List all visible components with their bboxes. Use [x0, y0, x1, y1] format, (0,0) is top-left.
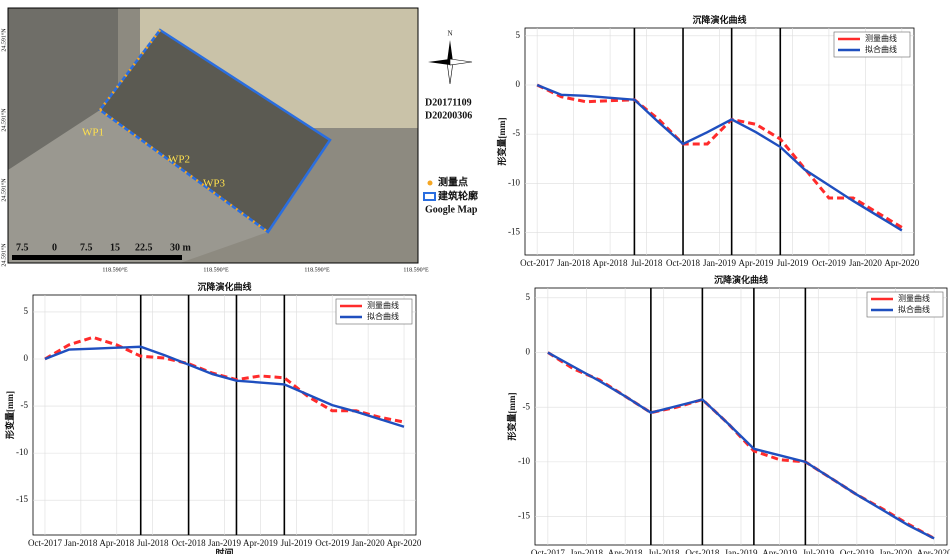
point-label: WP2	[168, 154, 190, 166]
scale-label: 22.5	[135, 242, 153, 253]
x-tick-label: Oct-2019	[840, 548, 874, 554]
x-tick-label: Jul-2019	[803, 548, 835, 554]
y-tick-label: -15	[16, 494, 28, 504]
lat-label: 24.591°N	[0, 108, 7, 132]
legend-label: 测量曲线	[367, 300, 399, 310]
x-axis-label: 时间	[215, 547, 233, 554]
lon-label: 118.590°E	[403, 266, 429, 273]
y-tick-label: -10	[16, 447, 28, 457]
legend-label: 拟合曲线	[367, 311, 399, 321]
x-tick-label: Oct-2018	[685, 548, 719, 554]
y-tick-label: -10	[518, 456, 530, 466]
y-tick-label: 0	[516, 79, 521, 89]
y-tick-label: -15	[508, 226, 520, 236]
date-label: D20200306	[425, 110, 472, 121]
y-axis-label: 形变量[mm]	[4, 391, 15, 439]
x-tick-label: Oct-2019	[812, 258, 846, 268]
y-tick-label: 0	[24, 353, 29, 363]
chart: 沉降演化曲线 -15 -10 -5 0 5 Oct-2017Jan-2018Apr-2018…	[496, 14, 920, 268]
point-label: WP3	[203, 178, 226, 190]
x-tick-label: Apr-2018	[608, 548, 643, 554]
x-tick-label: Apr-2019	[243, 538, 278, 548]
x-tick-label: Jan-2018	[570, 548, 603, 554]
x-tick-label: Jan-2018	[557, 258, 590, 268]
x-tick-label: Apr-2020	[387, 538, 422, 548]
x-tick-label: Apr-2019	[739, 258, 774, 268]
y-axis-label: 形变量[mm]	[496, 118, 507, 166]
chart: 沉降演化曲线 -15 -10 -5 0 5 Oct-2017 Jan-2018 Apr-2018…	[506, 274, 950, 554]
legend-label: Google Map	[425, 204, 478, 215]
x-tick-label: Oct-2017	[531, 548, 565, 554]
legend-label: 拟合曲线	[865, 44, 897, 54]
legend-symbol	[424, 193, 435, 200]
date-label: D20171109	[425, 97, 472, 108]
legend-label: 建筑轮廓	[437, 189, 478, 202]
x-tick-label: Oct-2019	[315, 538, 349, 548]
x-tick-label: Apr-2019	[762, 548, 797, 554]
y-tick-label: 5	[24, 306, 29, 316]
x-tick-label: Oct-2017	[28, 538, 62, 548]
x-tick-label: Jan-2019	[725, 548, 758, 554]
x-tick-label: Oct-2017	[520, 258, 554, 268]
x-tick-label: Jul-2019	[777, 258, 809, 268]
x-tick-label: Jul-2018	[631, 258, 663, 268]
north-arrow	[450, 59, 472, 65]
x-tick-label: Jan-2020	[352, 538, 385, 548]
legend-label: 测量点	[438, 175, 468, 188]
y-tick-label: -5	[523, 401, 531, 411]
y-tick-label: 5	[516, 30, 521, 40]
chart-title: 沉降演化曲线	[692, 14, 746, 25]
lon-label: 118.590°E	[304, 266, 330, 273]
lat-label: 24.591°N	[0, 243, 7, 267]
x-tick-label: Jan-2019	[703, 258, 736, 268]
legend-label: 测量曲线	[865, 33, 897, 43]
x-tick-label: Jul-2019	[281, 538, 313, 548]
scale-label: 15	[110, 242, 120, 253]
x-tick-label: Apr-2020	[917, 548, 950, 554]
x-tick-label: Apr-2020	[884, 258, 919, 268]
x-tick-label: Jan-2020	[849, 258, 882, 268]
lon-label: 118.590°E	[102, 266, 128, 273]
lat-label: 24.591°N	[0, 178, 7, 202]
y-tick-label: -5	[513, 128, 521, 138]
point-label: WP1	[82, 127, 104, 139]
legend-label: 拟合曲线	[898, 304, 930, 314]
x-tick-label: Oct-2018	[666, 258, 700, 268]
scale-label: 30 m	[170, 242, 192, 253]
legend-label: 测量曲线	[898, 293, 930, 303]
scale-label: 0	[52, 242, 57, 253]
y-tick-label: -10	[508, 177, 520, 187]
y-tick-label: -5	[21, 400, 29, 410]
y-tick-label: 0	[526, 347, 531, 357]
x-tick-label: Jan-2020	[879, 548, 912, 554]
x-tick-label: Apr-2018	[99, 538, 134, 548]
x-tick-label: Apr-2018	[593, 258, 628, 268]
x-tick-label: Jul-2018	[137, 538, 169, 548]
y-tick-label: -15	[518, 511, 530, 521]
satellite-map: WP1 WP2 WP3 7.5 0 7.5 15 22.5 30 m 118.5…	[0, 8, 478, 273]
figure: WP1 WP2 WP3 7.5 0 7.5 15 22.5 30 m 118.5…	[0, 0, 950, 554]
x-tick-label: Jan-2018	[64, 538, 97, 548]
north-label: N	[447, 30, 452, 38]
chart-title: 沉降演化曲线	[197, 281, 251, 292]
lon-label: 118.590°E	[203, 266, 229, 273]
scale-label: 7.5	[80, 242, 93, 253]
scale-bar	[12, 255, 182, 260]
chart-title: 沉降演化曲线	[714, 274, 768, 285]
north-arrow	[428, 59, 450, 65]
x-tick-label: Jan-2019	[208, 538, 241, 548]
x-tick-label: Oct-2018	[172, 538, 206, 548]
lat-label: 24.591°N	[0, 28, 7, 52]
y-axis-label: 形变量[mm]	[506, 393, 517, 441]
scale-label: 7.5	[16, 242, 29, 253]
legend-symbol	[428, 181, 433, 186]
x-tick-label: Jul-2018	[648, 548, 680, 554]
y-tick-label: 5	[526, 292, 531, 302]
